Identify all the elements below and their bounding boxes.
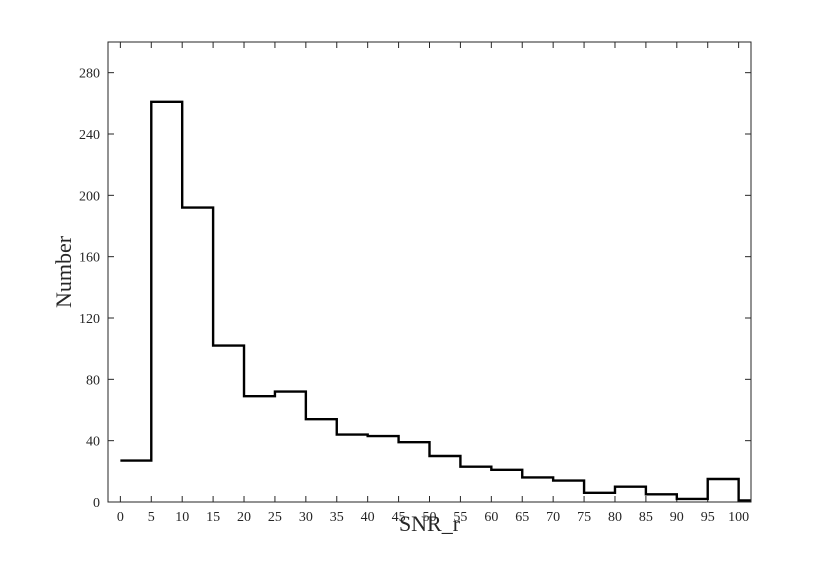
x-tick-label: 100 [728,510,749,525]
x-tick-label: 70 [546,510,560,525]
x-tick-label: 50 [423,510,437,525]
x-tick-label: 20 [237,510,251,525]
y-tick-label: 200 [79,189,100,204]
x-tick-label: 30 [299,510,313,525]
x-tick-label: 65 [515,510,529,525]
x-tick-label: 75 [577,510,591,525]
plot-area [108,42,751,502]
y-tick-label: 160 [79,251,100,266]
x-axis-label: SNR_r [399,511,461,536]
histogram-series-line [120,100,751,502]
y-tick-label: 120 [79,312,100,327]
y-tick-label: 80 [86,373,100,388]
y-tick-label: 280 [79,67,100,82]
x-tick-label: 35 [330,510,344,525]
x-tick-label: 60 [484,510,498,525]
x-tick-label: 85 [639,510,653,525]
tick-labels: 0 5 10 15 20 25 30 35 40 45 50 55 60 65 70 75 80 85 90 95 10… [79,67,749,525]
x-tick-label: 90 [670,510,684,525]
x-tick-label: 40 [361,510,375,525]
plot-frame [107,41,752,503]
x-tick-label: 80 [608,510,622,525]
y-axis-label: Number [51,235,76,308]
x-tick-label: 0 [117,510,124,525]
x-tick-label: 10 [175,510,189,525]
y-tick-label: 0 [93,496,100,511]
y-tick-label: 240 [79,128,100,143]
x-tick-label: 5 [148,510,155,525]
x-tick-label: 55 [453,510,467,525]
y-tick-label: 40 [86,435,100,450]
x-tick-label: 15 [206,510,220,525]
x-tick-label: 95 [701,510,715,525]
x-tick-label: 45 [392,510,406,525]
x-tick-label: 25 [268,510,282,525]
